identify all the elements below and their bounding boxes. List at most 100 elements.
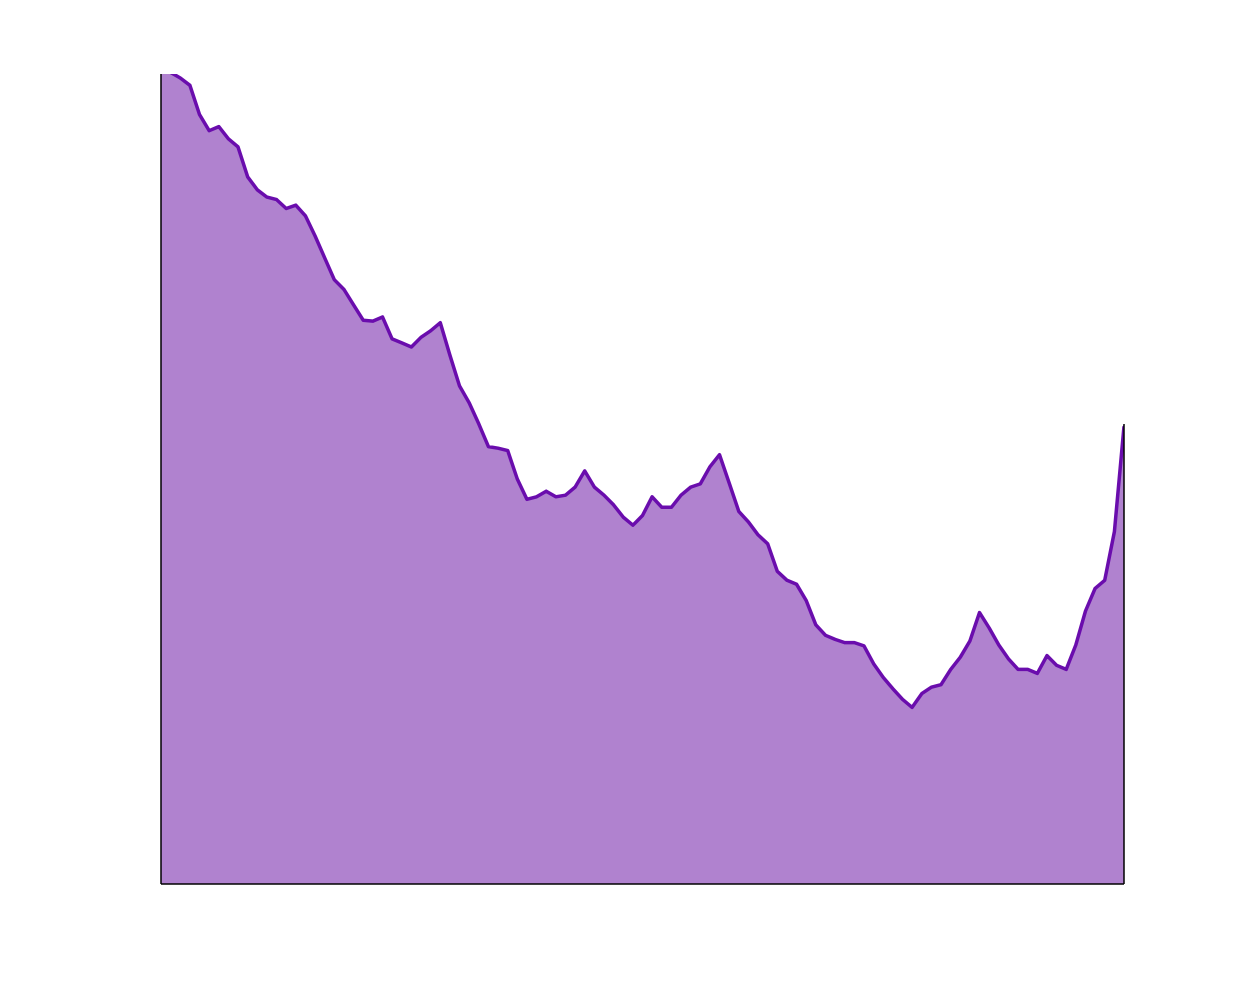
data-point bbox=[853, 641, 856, 644]
data-point bbox=[554, 495, 557, 498]
data-point bbox=[1036, 672, 1039, 675]
data-point bbox=[891, 687, 895, 690]
data-point bbox=[805, 599, 808, 602]
series-layer bbox=[160, 66, 1124, 884]
data-point bbox=[496, 447, 500, 450]
data-point bbox=[737, 510, 740, 513]
data-point bbox=[862, 644, 866, 648]
data-point bbox=[506, 449, 509, 452]
data-point bbox=[978, 611, 981, 614]
data-point bbox=[660, 506, 663, 509]
data-point bbox=[814, 623, 817, 626]
data-point bbox=[439, 321, 442, 324]
data-point bbox=[650, 495, 654, 498]
data-point bbox=[882, 676, 885, 679]
data-point bbox=[198, 113, 201, 116]
data-point bbox=[920, 692, 923, 695]
data-point bbox=[448, 353, 452, 357]
data-point bbox=[410, 345, 413, 349]
data-point bbox=[294, 204, 297, 207]
data-point bbox=[699, 482, 702, 486]
axes-layer bbox=[160, 74, 1125, 885]
data-point bbox=[419, 336, 423, 339]
data-point bbox=[612, 503, 615, 507]
data-point bbox=[756, 533, 760, 537]
data-point bbox=[949, 668, 952, 671]
data-point bbox=[313, 234, 317, 238]
data-point bbox=[1093, 587, 1097, 590]
data-point bbox=[362, 319, 365, 322]
data-point bbox=[785, 579, 789, 582]
data-point bbox=[910, 706, 914, 709]
data-point bbox=[304, 214, 307, 217]
data-point bbox=[776, 570, 779, 573]
data-point bbox=[1113, 530, 1116, 533]
data-point bbox=[1007, 657, 1010, 660]
data-point bbox=[689, 485, 692, 489]
data-point bbox=[458, 384, 461, 388]
data-point bbox=[477, 422, 480, 426]
data-point bbox=[583, 469, 586, 473]
data-point bbox=[545, 490, 548, 493]
data-point bbox=[564, 494, 567, 497]
data-point bbox=[265, 195, 269, 199]
data-point bbox=[1055, 664, 1058, 667]
data-point bbox=[468, 401, 471, 405]
data-point bbox=[275, 198, 278, 201]
data-point bbox=[1026, 668, 1029, 671]
data-point bbox=[400, 341, 403, 345]
data-point bbox=[968, 639, 972, 643]
data-point bbox=[833, 638, 837, 641]
data-point bbox=[160, 66, 162, 68]
data-point bbox=[824, 634, 827, 637]
data-point bbox=[1103, 579, 1106, 582]
data-point bbox=[1045, 654, 1049, 657]
data-point bbox=[939, 683, 943, 686]
data-point bbox=[516, 477, 519, 481]
data-point bbox=[342, 288, 346, 291]
data-point bbox=[429, 329, 432, 332]
data-point bbox=[988, 626, 991, 630]
data-point bbox=[573, 485, 577, 489]
data-point bbox=[1016, 668, 1020, 671]
data-point bbox=[1065, 668, 1068, 671]
data-point bbox=[333, 278, 336, 281]
data-point bbox=[641, 514, 644, 517]
data-point bbox=[622, 515, 625, 519]
data-point bbox=[227, 137, 230, 140]
data-point bbox=[535, 495, 538, 498]
data-point bbox=[872, 662, 875, 665]
data-point bbox=[256, 188, 259, 191]
data-point bbox=[631, 524, 635, 527]
data-point bbox=[246, 175, 249, 179]
data-point bbox=[236, 145, 240, 149]
data-point bbox=[217, 125, 220, 128]
data-point bbox=[679, 494, 683, 497]
data-point bbox=[188, 84, 192, 87]
data-point bbox=[959, 656, 962, 659]
data-point bbox=[525, 498, 529, 501]
data-point bbox=[997, 643, 1000, 647]
data-point bbox=[1084, 609, 1087, 613]
data-point bbox=[795, 583, 798, 586]
data-point bbox=[718, 453, 721, 456]
data-point bbox=[352, 303, 355, 307]
data-point bbox=[930, 686, 933, 689]
data-point bbox=[323, 256, 326, 260]
data-point bbox=[602, 494, 606, 497]
area-fill-0 bbox=[161, 74, 1124, 884]
data-point bbox=[381, 315, 384, 319]
data-point bbox=[766, 542, 769, 545]
data-point bbox=[728, 481, 731, 485]
data-point bbox=[169, 71, 171, 73]
data-point bbox=[747, 520, 750, 524]
data-point bbox=[487, 445, 490, 448]
data-point bbox=[708, 465, 712, 468]
data-point bbox=[843, 641, 846, 644]
data-point bbox=[390, 337, 394, 341]
data-point bbox=[670, 506, 673, 509]
data-point bbox=[285, 207, 288, 210]
data-point bbox=[1074, 643, 1078, 647]
data-point bbox=[371, 319, 375, 323]
